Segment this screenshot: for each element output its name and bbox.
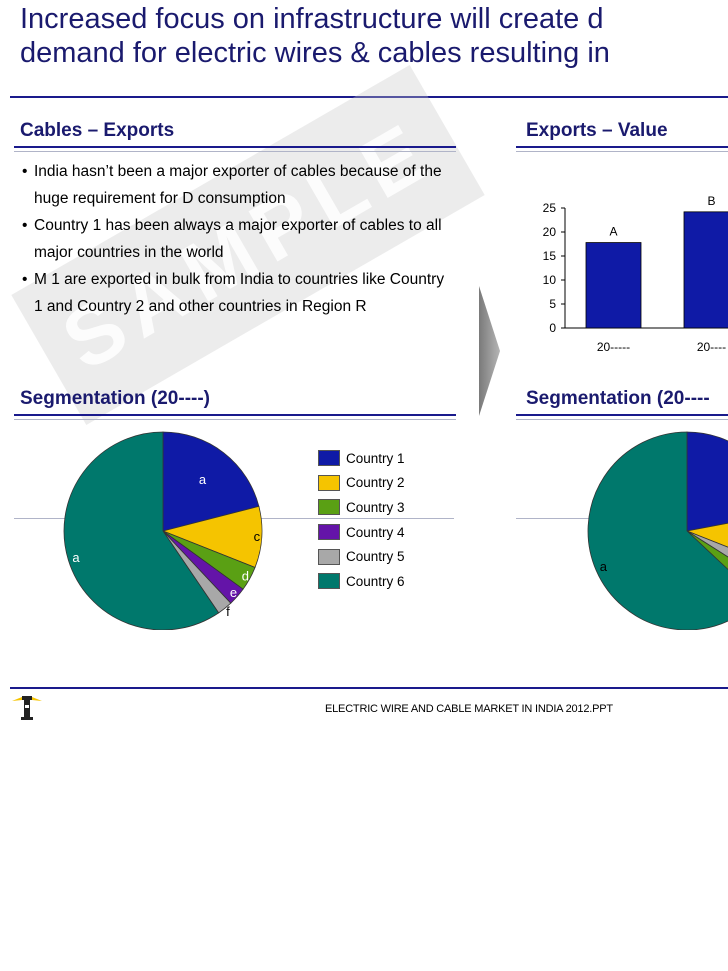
bar-data-label: B xyxy=(707,194,715,208)
legend-swatch xyxy=(318,548,340,565)
legend-label: Country 6 xyxy=(346,573,405,589)
bar xyxy=(683,211,728,329)
pie-slice xyxy=(686,431,728,532)
exports-heading: Cables – Exports xyxy=(20,120,175,141)
pie-slice xyxy=(162,431,260,532)
legend-swatch xyxy=(318,573,340,590)
x-tick-label: 20---- xyxy=(697,340,726,354)
exports-bullets: India hasn’t been a major exporter of ca… xyxy=(22,158,452,320)
segmentation-heading-rule-thin xyxy=(14,419,456,420)
legend-swatch xyxy=(318,474,340,491)
legend-swatch xyxy=(318,524,340,541)
exports-value-heading-rule-thin xyxy=(516,151,728,152)
bullet-item: Country 1 has been always a major export… xyxy=(22,212,452,266)
footer-rule xyxy=(10,687,728,689)
legend-item: Country 1 xyxy=(318,446,405,471)
segmentation-heading-rule xyxy=(14,414,456,416)
bar-data-label: A xyxy=(609,225,617,239)
y-tick-label: 20 xyxy=(543,225,557,239)
pie-slice-label: f xyxy=(226,604,230,619)
exports-value-bar-chart: 0 5 10 15 20 25 A 20----- B 20---- xyxy=(543,194,728,354)
y-tick-label: 15 xyxy=(543,249,557,263)
segmentation-pie-right: a xyxy=(587,431,728,630)
legend-swatch xyxy=(318,450,340,467)
bar xyxy=(585,242,642,329)
pie-slice xyxy=(686,530,728,558)
title-line-1: Increased focus on infrastructure will c… xyxy=(20,3,604,35)
legend-label: Country 3 xyxy=(346,499,405,515)
legend-swatch xyxy=(318,499,340,516)
segmentation-heading-right-rule xyxy=(516,414,728,416)
bullet-item: India hasn’t been a major exporter of ca… xyxy=(22,158,452,212)
pie-slice-label: e xyxy=(230,585,237,600)
chevron-right-icon xyxy=(479,286,500,416)
exports-value-heading: Exports – Value xyxy=(526,120,668,141)
title-line-2: demand for electric wires & cables resul… xyxy=(20,37,610,69)
legend-label: Country 4 xyxy=(346,524,405,540)
legend-item: Country 4 xyxy=(318,520,405,545)
bullet-item: M 1 are exported in bulk from India to c… xyxy=(22,266,452,320)
pie-slice-label: c xyxy=(254,529,261,544)
legend-label: Country 2 xyxy=(346,475,405,491)
pie-slice xyxy=(685,522,728,548)
y-tick-label: 25 xyxy=(543,201,557,215)
legend-label: Country 5 xyxy=(346,549,405,565)
legend-label: Country 1 xyxy=(346,450,405,466)
y-tick-label: 10 xyxy=(543,273,557,287)
segmentation-pie-left: a c def a xyxy=(63,431,263,630)
exports-heading-rule xyxy=(14,146,456,148)
pie-slice xyxy=(63,431,220,630)
page-title: Increased focus on infrastructure will c… xyxy=(20,2,728,70)
y-tick-label: 5 xyxy=(549,297,556,311)
legend-item: Country 3 xyxy=(318,495,405,520)
footer-text: ELECTRIC WIRE AND CABLE MARKET IN INDIA … xyxy=(325,703,613,715)
legend-item: Country 6 xyxy=(318,569,405,594)
lighthouse-icon xyxy=(12,696,42,720)
x-tick-label: 20----- xyxy=(597,340,630,354)
title-rule xyxy=(10,96,728,98)
pie-slice xyxy=(587,431,728,630)
segmentation-heading-right: Segmentation (20---- xyxy=(526,388,710,409)
exports-heading-rule-thin xyxy=(14,151,456,152)
pie-legend: Country 1 Country 2 Country 3 Country 4 … xyxy=(318,446,405,594)
legend-item: Country 5 xyxy=(318,544,405,569)
pie-slice-label: d xyxy=(242,568,249,583)
y-tick-label: 0 xyxy=(549,321,556,335)
segmentation-heading-right-rule-thin xyxy=(516,419,728,420)
pie-slice-label: a xyxy=(72,550,80,565)
pie-slice-label: a xyxy=(199,472,207,487)
exports-value-heading-rule xyxy=(516,146,728,148)
legend-item: Country 2 xyxy=(318,471,405,496)
segmentation-heading: Segmentation (20----) xyxy=(20,388,210,409)
pie-slice-label: a xyxy=(600,559,608,574)
